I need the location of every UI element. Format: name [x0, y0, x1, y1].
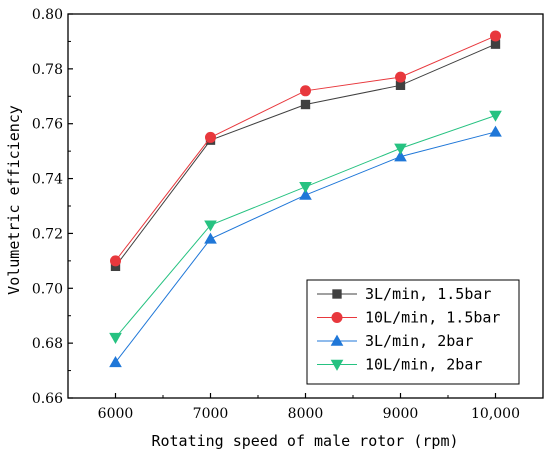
data-point [489, 110, 502, 122]
data-point [394, 150, 407, 162]
legend-box [306, 279, 520, 385]
data-point [489, 125, 502, 137]
legend-label: 3L/min, 1.5bar [365, 285, 491, 303]
data-point [109, 332, 122, 344]
y-tick-label: 0.68 [32, 336, 63, 352]
y-tick-label: 0.80 [32, 7, 63, 23]
y-tick-label: 0.76 [32, 117, 63, 133]
data-point [299, 188, 312, 200]
legend-marker [331, 312, 343, 323]
series-line [115, 35, 496, 262]
legend-label: 10L/min, 1.5bar [365, 309, 500, 327]
legend-entry: 3L/min, 1.5bar [317, 285, 491, 303]
legend-marker [332, 289, 342, 299]
data-point [204, 220, 217, 232]
y-tick-label: 0.70 [32, 281, 63, 297]
series-2 [110, 30, 501, 267]
x-tick-label: 9000 [383, 406, 419, 422]
legend-entry: 10L/min, 2bar [317, 356, 482, 374]
data-point [110, 255, 121, 267]
series-line [115, 43, 496, 267]
series-4 [109, 110, 502, 344]
x-tick-label: 7000 [193, 406, 229, 422]
y-tick-label: 0.74 [32, 172, 63, 188]
x-axis-title: Rotating speed of male rotor (rpm) [151, 432, 458, 450]
x-tick-label: 8000 [288, 406, 324, 422]
data-point [395, 80, 406, 90]
plot-area [109, 30, 502, 368]
series-3 [109, 125, 502, 368]
data-point [205, 131, 216, 143]
y-tick-label: 0.78 [32, 62, 63, 78]
data-point [109, 356, 122, 368]
data-point [395, 71, 406, 83]
data-point [300, 85, 311, 97]
data-point [300, 99, 311, 110]
x-tick-label: 6000 [98, 406, 134, 422]
legend-marker [330, 359, 344, 371]
data-point [394, 143, 407, 155]
legend-label: 3L/min, 2bar [365, 332, 473, 350]
x-tick-label: 10,000 [471, 406, 520, 422]
y-tick-label: 0.72 [32, 226, 63, 242]
y-tick-label: 0.66 [32, 391, 63, 407]
data-point [204, 232, 217, 244]
series-1 [110, 39, 501, 272]
legend-entry: 10L/min, 1.5bar [317, 309, 500, 327]
legend-label: 10L/min, 2bar [365, 356, 482, 374]
legend: 3L/min, 1.5bar 10L/min, 1.5bar 3L/min, 2ba… [306, 279, 520, 385]
legend-marker [330, 334, 344, 346]
axes: 6000 7000 8000 9000 10,000 0.66 0.68 0.70 0.72 0.… [32, 7, 544, 422]
data-point [490, 39, 501, 49]
legend-entry: 3L/min, 2bar [317, 332, 473, 350]
y-axis-title: Volumetric efficiency [5, 105, 23, 295]
data-point [299, 182, 312, 194]
data-point [490, 30, 501, 42]
